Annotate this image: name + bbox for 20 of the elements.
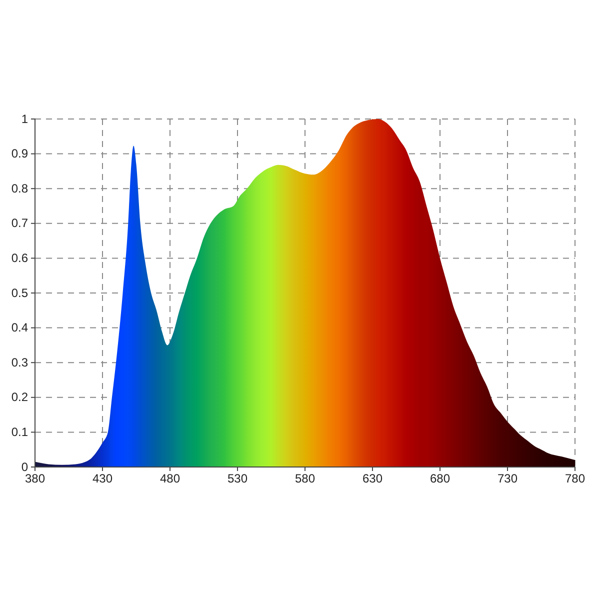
y-tick-label: 0.6 [11, 251, 28, 266]
y-tick-label: 0.8 [11, 181, 28, 196]
x-tick-label: 730 [497, 472, 518, 486]
x-tick-label: 530 [227, 472, 248, 486]
y-tick-label: 0.1 [11, 425, 28, 440]
x-tick-label: 430 [92, 472, 113, 486]
y-tick-label: 0.2 [11, 390, 28, 404]
y-tick-label: 0.4 [11, 320, 28, 335]
y-tick-label: 0.5 [11, 286, 28, 300]
x-tick-label: 480 [160, 472, 180, 486]
y-tick-label: 0.3 [11, 355, 28, 370]
x-tick-label: 380 [24, 472, 46, 486]
y-tick-label: 0.7 [11, 216, 28, 230]
x-tick-label: 680 [430, 472, 450, 486]
x-tick-label: 630 [362, 472, 383, 486]
y-tick-label: 0 [21, 460, 28, 474]
x-tick-label: 580 [294, 472, 316, 486]
y-tick-label: 0.9 [11, 146, 28, 161]
y-tick-label: 1 [21, 112, 28, 126]
x-tick-label: 780 [564, 472, 586, 486]
